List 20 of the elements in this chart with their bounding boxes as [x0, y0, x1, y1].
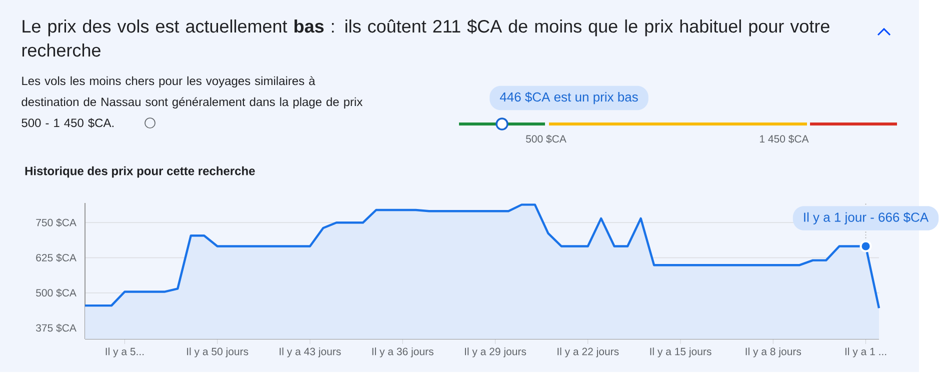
y-tick-label: 750 $CA — [36, 218, 76, 227]
text: 1 450 $CA — [760, 134, 809, 144]
x-tick-label: Il y a 5... — [106, 348, 144, 358]
x-tick-label: Il y a 22 jours — [558, 348, 619, 358]
chart-title: Le prix des vols est actuellement bas : ils coûtent 211 $CA de moins que le prix habituel pour votre recherche — [22, 19, 830, 57]
chart-subtitle: Les vols les moins chers pour les voyages similaires à destination de Nassau sont généralement dans la plage de prix 500 - 1 450 $CA. — [22, 76, 363, 128]
x-tick-label: Il y a 36 jours — [372, 348, 434, 358]
text: 446 $CA est un prix bas — [500, 92, 638, 104]
x-tick-label: Il y a 43 jours — [280, 348, 341, 358]
text: Historique des prix pour cette recherche — [25, 166, 255, 178]
x-tick-label: Il y a 15 jours — [650, 348, 712, 358]
annotation: Il y a 1 jour - 666 $CA — [804, 212, 929, 224]
y-tick-label: 500 $CA — [36, 288, 76, 298]
y-tick-label: 625 $CA — [36, 254, 76, 262]
x-tick-label: Il y a 8 jours — [746, 348, 802, 358]
text: 500 $CA — [526, 134, 566, 144]
x-tick-label: Il y a 1 ... — [845, 348, 886, 358]
x-tick-label: Il y a 50 jours — [187, 348, 248, 358]
y-tick-label: 375 $CA — [36, 324, 76, 332]
x-tick-label: Il y a 29 jours — [464, 348, 526, 358]
